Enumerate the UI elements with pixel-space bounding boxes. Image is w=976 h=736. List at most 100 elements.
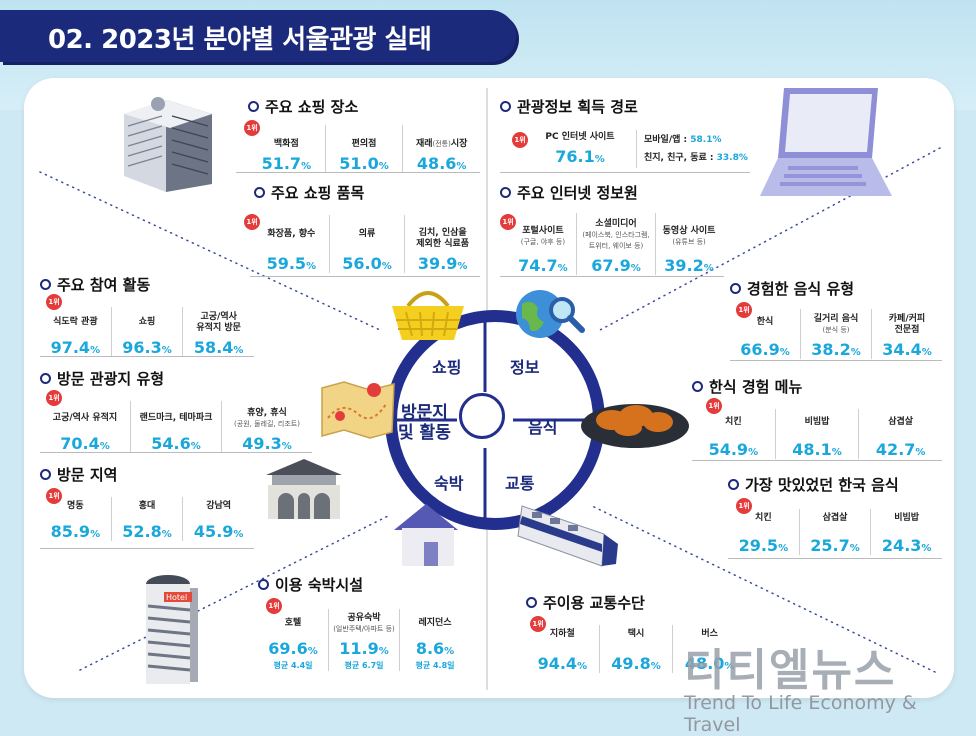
section-header: 한식 경험 메뉴 — [692, 376, 942, 397]
stat-sublabel: (공원, 둘레길, 리조트) — [234, 420, 300, 428]
bullet-icon — [40, 469, 51, 480]
secondary-stat: 모바일/앱 : 58.1% — [644, 135, 722, 145]
section-header: 주요 참여 활동 — [40, 274, 254, 295]
section-title: 이용 숙박시설 — [275, 576, 364, 594]
bullet-icon — [728, 479, 739, 490]
divider — [250, 276, 480, 277]
wheel-label-shopping: 쇼핑 — [432, 358, 462, 377]
stat-note: 평균 6.7일 — [344, 661, 384, 670]
section-title: 가장 맛있었던 한국 음식 — [745, 476, 899, 494]
stat-sublabel: (유튜브 등) — [672, 238, 706, 246]
stat-value: 69.6% — [268, 639, 318, 658]
section-header: 주요 쇼핑 장소 — [248, 96, 480, 117]
stat-item: 삼겹살 25.7% — [800, 509, 872, 555]
bullet-icon — [500, 187, 511, 198]
stat-label: 치킨 — [755, 513, 772, 523]
stat-item: 강남역 45.9% — [183, 497, 254, 541]
laptop-illustration — [760, 88, 892, 196]
stat-label: 강남역 — [206, 501, 232, 511]
section-info-internet: 주요 인터넷 정보원 1위 포털사이트 (구글, 야후 등) 74.7% 소셜미디어… — [500, 182, 722, 275]
stat-note: 평균 4.8일 — [415, 661, 455, 670]
shopping-basket-icon — [392, 291, 464, 340]
house-icon — [394, 504, 458, 566]
stat-value: 49.3% — [242, 434, 292, 453]
stat-value: 66.9% — [740, 340, 790, 359]
stat-value: 48.6% — [416, 154, 467, 173]
section-shop-places: 주요 쇼핑 장소 1위 백화점 51.7% 편의점 51.0% 재래(전통)시장 48… — [244, 96, 480, 173]
divider — [40, 548, 254, 549]
rank-badge: 1위 — [706, 398, 722, 414]
section-header: 방문 관광지 유형 — [40, 368, 312, 389]
watermark-tagline: Trend To Life Economy & Travel — [684, 692, 917, 736]
stat-label: 삼겹살 — [822, 513, 848, 523]
main-stat: PC 인터넷 사이트 76.1% — [530, 132, 630, 166]
divider — [40, 356, 254, 357]
stat-item: 명동 85.9% — [40, 497, 112, 541]
stat-value: 49.8% — [611, 654, 661, 673]
bullet-icon — [692, 381, 703, 392]
stat-value: 97.4% — [50, 338, 101, 357]
stat-label: 소셜미디어 — [595, 219, 637, 229]
stat-value: 51.7% — [261, 154, 312, 173]
stat-item: 삼겹살 42.7% — [859, 409, 942, 459]
stat-item: 의류 56.0% — [330, 215, 406, 273]
divider — [728, 558, 942, 559]
stat-value: 54.9% — [708, 440, 759, 459]
stat-value: 74.7% — [518, 256, 568, 275]
section-header: 주요 쇼핑 품목 — [254, 182, 480, 203]
section-activities: 주요 참여 활동 1위 식도락 관광 97.4% 쇼핑 96.3% 고궁/역사 유적지… — [40, 274, 254, 357]
stat-item: 식도락 관광 97.4% — [40, 307, 112, 357]
title-banner: 02. 2023년 분야별 서울관광 실태 — [0, 10, 516, 62]
section-transport: 주이용 교통수단 1위 지하철 94.4% 택시 49.8% 버스 48.0% — [526, 592, 746, 673]
stat-item: 재래(전통)시장 48.6% — [403, 125, 480, 173]
wheel-center-line2: 및 활동 — [398, 423, 451, 443]
stat-label: 비빔밥 — [804, 417, 830, 427]
rank-badge: 1위 — [736, 302, 752, 318]
rank-badge: 1위 — [46, 488, 62, 504]
bullet-icon — [40, 279, 51, 290]
stat-value: 8.6% — [415, 639, 455, 658]
globe-search-icon — [516, 290, 585, 338]
stat-value: 11.9% — [339, 639, 389, 658]
stat-label: 재래(전통)시장 — [415, 139, 468, 149]
stat-item: 한식 66.9% — [730, 309, 801, 359]
section-header: 경험한 음식 유형 — [730, 278, 942, 299]
section-lodging: 이용 숙박시설 1위 호텔 69.6% 평균 4.4일 공유숙박 (일반주택/아파트 … — [258, 574, 470, 671]
section-title: 한식 경험 메뉴 — [709, 378, 803, 396]
stat-value: 52.8% — [122, 522, 172, 541]
stat-sublabel: (일반주택/아파트 등) — [333, 625, 395, 633]
section-header: 가장 맛있었던 한국 음식 — [728, 474, 942, 495]
section-info-route: 관광정보 획득 경로 1위 PC 인터넷 사이트 76.1% 모바일/앱 : 5… — [500, 96, 780, 168]
wheel-hub — [459, 393, 505, 439]
wheel-center-line1: 방문지 — [400, 403, 448, 423]
rank-badge: 1위 — [244, 214, 260, 230]
stat-value: 54.6% — [151, 434, 201, 453]
train-icon — [517, 505, 618, 567]
stat-value: 76.1% — [555, 147, 605, 166]
stat-label: 랜드마크, 테마파크 — [139, 413, 213, 423]
divider — [236, 172, 480, 173]
stat-item: 고궁/역사 유적지 방문 58.4% — [183, 307, 254, 357]
wheel-label-transport: 교통 — [505, 474, 535, 493]
section-food-types: 경험한 음식 유형 1위 한식 66.9% 길거리 음식 (분식 등) 38.2% 카… — [730, 278, 942, 359]
stat-value: 94.4% — [537, 654, 588, 673]
bullet-icon — [500, 101, 511, 112]
stat-note: 평균 4.4일 — [273, 661, 313, 670]
stat-label: 호텔 — [284, 618, 302, 628]
stat-label: 길거리 음식 — [813, 314, 859, 324]
section-header: 주요 인터넷 정보원 — [500, 182, 722, 203]
stat-item: 택시 49.8% — [600, 625, 674, 673]
stat-label: 비빔밥 — [894, 513, 920, 523]
section-title: 주요 쇼핑 장소 — [265, 98, 359, 116]
stat-item: 레지던스 8.6% 평균 4.8일 — [400, 609, 470, 671]
stat-item: 휴양, 휴식 (공원, 둘레길, 리조트) 49.3% — [222, 401, 312, 453]
stat-label: 휴양, 휴식 — [247, 408, 287, 418]
bullet-icon — [248, 101, 259, 112]
stat-item: 포털사이트 (구글, 야후 등) 74.7% — [510, 213, 577, 275]
stat-label: 지하철 — [549, 629, 575, 639]
stat-item: 쇼핑 96.3% — [112, 307, 184, 357]
stat-value: 24.3% — [881, 536, 932, 555]
stat-item: 버스 48.0% — [673, 625, 746, 673]
section-title: 주이용 교통수단 — [543, 594, 645, 612]
wheel-label-center: 방문지 및 활동 — [398, 403, 451, 443]
